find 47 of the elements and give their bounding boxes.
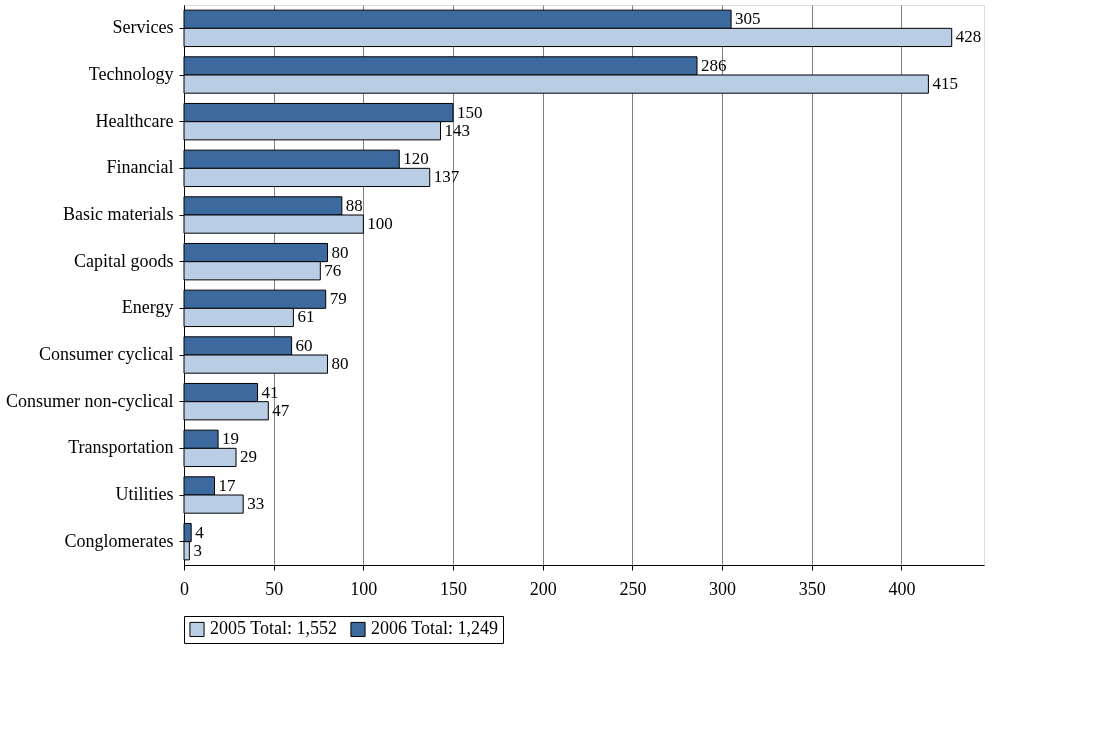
data-label: 80	[331, 242, 349, 262]
data-label: 17	[218, 475, 236, 495]
data-label: 33	[247, 494, 265, 514]
data-label: 100	[367, 214, 393, 234]
legend-label: 2006 Total: 1,249	[371, 618, 498, 639]
y-tick-label: Capital goods	[74, 250, 174, 271]
data-label: 76	[324, 260, 342, 280]
y-tick-label: Consumer non-cyclical	[6, 390, 174, 411]
x-tick-label: 150	[440, 578, 468, 599]
data-label: 305	[735, 9, 761, 29]
x-tick-label: 100	[350, 578, 378, 599]
y-tick-label: Transportation	[68, 437, 174, 458]
x-tick-label: 400	[888, 578, 916, 599]
data-label: 286	[701, 55, 727, 75]
data-label: 61	[297, 307, 315, 327]
data-label: 29	[240, 447, 258, 467]
data-label: 428	[955, 27, 982, 47]
y-tick-label: Utilities	[115, 484, 174, 504]
y-tick-label: Basic materials	[63, 204, 174, 224]
x-tick-label: 250	[619, 578, 647, 599]
y-tick-label: Conglomerates	[64, 530, 174, 551]
y-tick-label: Services	[112, 17, 174, 38]
data-label: 79	[329, 289, 347, 309]
data-label: 150	[457, 102, 483, 122]
x-tick-label: 0	[180, 578, 189, 599]
y-tick-label: Financial	[106, 157, 174, 178]
x-tick-label: 350	[798, 578, 826, 599]
data-label: 4	[195, 522, 205, 542]
data-label: 143	[444, 120, 470, 140]
y-tick-label: Healthcare	[95, 110, 174, 131]
data-label: 137	[433, 167, 460, 187]
y-tick-label: Consumer cyclical	[39, 344, 174, 364]
data-label: 120	[403, 149, 429, 169]
data-label: 41	[261, 382, 279, 402]
data-label: 47	[272, 400, 290, 420]
data-label: 80	[331, 354, 349, 374]
x-tick-label: 50	[265, 578, 284, 599]
y-tick-label: Energy	[121, 297, 174, 318]
x-tick-label: 300	[709, 578, 737, 599]
x-tick-label: 200	[529, 578, 557, 599]
data-label: 3	[193, 540, 202, 560]
data-label: 415	[932, 74, 958, 94]
data-label: 19	[222, 429, 240, 449]
legend-label: 2005 Total: 1,552	[210, 618, 337, 639]
data-label: 60	[295, 335, 313, 355]
y-tick-label: Technology	[88, 64, 174, 84]
data-label: 88	[345, 195, 363, 215]
